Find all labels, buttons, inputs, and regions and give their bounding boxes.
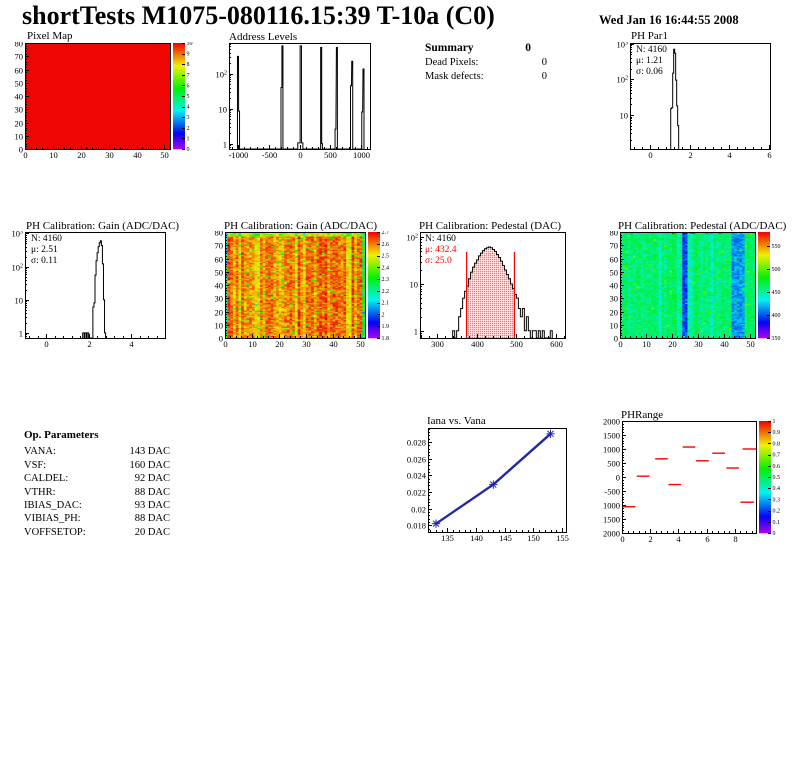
op-label: VOFFSETOP:: [24, 526, 86, 538]
summary-title: Summary: [425, 42, 474, 54]
pedestal-map-chart: [606, 231, 796, 351]
stat-entries: N: 4160: [636, 45, 667, 55]
summary-panel: Summary 0 Dead Pixels: 0 Mask defects: 0: [425, 41, 547, 85]
pedestal-map-title: PH Calibration: Pedestal (ADC/DAC): [618, 220, 787, 232]
summary-value: 0: [541, 56, 547, 68]
summary-row-mask-defects: Mask defects: 0: [425, 70, 547, 85]
summary-row-dead-pixels: Dead Pixels: 0: [425, 56, 547, 71]
gain-map-chart: [211, 231, 411, 351]
op-value: 88 DAC: [134, 486, 170, 498]
op-label: VIBIAS_PH:: [24, 513, 81, 525]
ph-range-chart: [596, 419, 796, 546]
op-row-vthr: VTHR: 88 DAC: [24, 486, 170, 499]
stat-sigma: σ: 25.0: [425, 256, 452, 266]
timestamp: Wed Jan 16 16:44:55 2008: [599, 13, 739, 27]
gain-histogram-title: PH Calibration: Gain (ADC/DAC): [26, 220, 180, 232]
op-value: 92 DAC: [134, 473, 170, 485]
ph-par1-title: PH Par1: [631, 30, 668, 42]
stat-entries: N: 4160: [425, 234, 456, 244]
op-row-voffsetop: VOFFSETOP: 20 DAC: [24, 526, 170, 539]
op-value: 93 DAC: [134, 500, 170, 512]
pixel-map-title: Pixel Map: [27, 30, 73, 42]
op-parameters-title: Op. Parameters: [24, 429, 99, 441]
pedestal-histogram-title: PH Calibration: Pedestal (DAC): [419, 220, 562, 232]
gain-map-title: PH Calibration: Gain (ADC/DAC): [224, 220, 378, 232]
summary-label: Mask defects:: [425, 71, 484, 82]
op-value: 88 DAC: [134, 513, 170, 525]
op-label: IBIAS_DAC:: [24, 500, 82, 512]
stat-mean: μ: 2.51: [31, 245, 58, 255]
op-label: VSF:: [24, 459, 47, 471]
stat-mean: μ: 432.4: [425, 245, 457, 255]
iana-vs-vana-title: Iana vs. Vana: [427, 415, 486, 427]
op-label: CALDEL:: [24, 473, 69, 485]
op-label: VANA:: [24, 446, 56, 458]
page-title: shortTests M1075-080116.15:39 T-10a (C0): [22, 1, 495, 30]
iana-vs-vana-chart: [404, 427, 598, 547]
gain-histogram-chart: [2, 231, 206, 351]
op-row-caldel: CALDEL: 92 DAC: [24, 472, 170, 485]
op-value: 160 DAC: [129, 459, 170, 471]
ph-par1-chart: [613, 42, 796, 162]
op-row-ibias-dac: IBIAS_DAC: 93 DAC: [24, 499, 170, 512]
stat-sigma: σ: 0.06: [636, 67, 663, 77]
ph-par1-stats: N: 4160 μ: 1.21 σ: 0.06: [636, 45, 667, 78]
address-levels-title: Address Levels: [229, 31, 298, 43]
op-row-vibias-ph: VIBIAS_PH: 88 DAC: [24, 512, 170, 525]
op-row-vsf: VSF: 160 DAC: [24, 459, 170, 472]
address-levels-chart: [213, 42, 383, 162]
summary-total: 0: [525, 42, 531, 54]
op-parameters-panel: Op. Parameters VANA: 143 DAC VSF: 160 DA…: [24, 429, 170, 539]
summary-header: Summary 0: [425, 41, 531, 56]
pedestal-histogram-chart: [402, 231, 600, 351]
op-value: 143 DAC: [129, 446, 170, 458]
summary-label: Dead Pixels:: [425, 56, 479, 68]
stat-mean: μ: 1.21: [636, 56, 663, 66]
stat-sigma: σ: 0.11: [31, 256, 58, 266]
summary-value: 0: [541, 71, 547, 82]
op-label: VTHR:: [24, 486, 56, 498]
stat-entries: N: 4160: [31, 234, 62, 244]
op-value: 20 DAC: [134, 526, 170, 538]
op-row-vana: VANA: 143 DAC: [24, 445, 170, 458]
gain-histogram-stats: N: 4160 μ: 2.51 σ: 0.11: [31, 234, 62, 267]
pedestal-histogram-stats: N: 4160 μ: 432.4 σ: 25.0: [425, 234, 456, 267]
ph-range-title: PHRange: [621, 409, 664, 421]
pixel-map-chart: [2, 42, 206, 162]
